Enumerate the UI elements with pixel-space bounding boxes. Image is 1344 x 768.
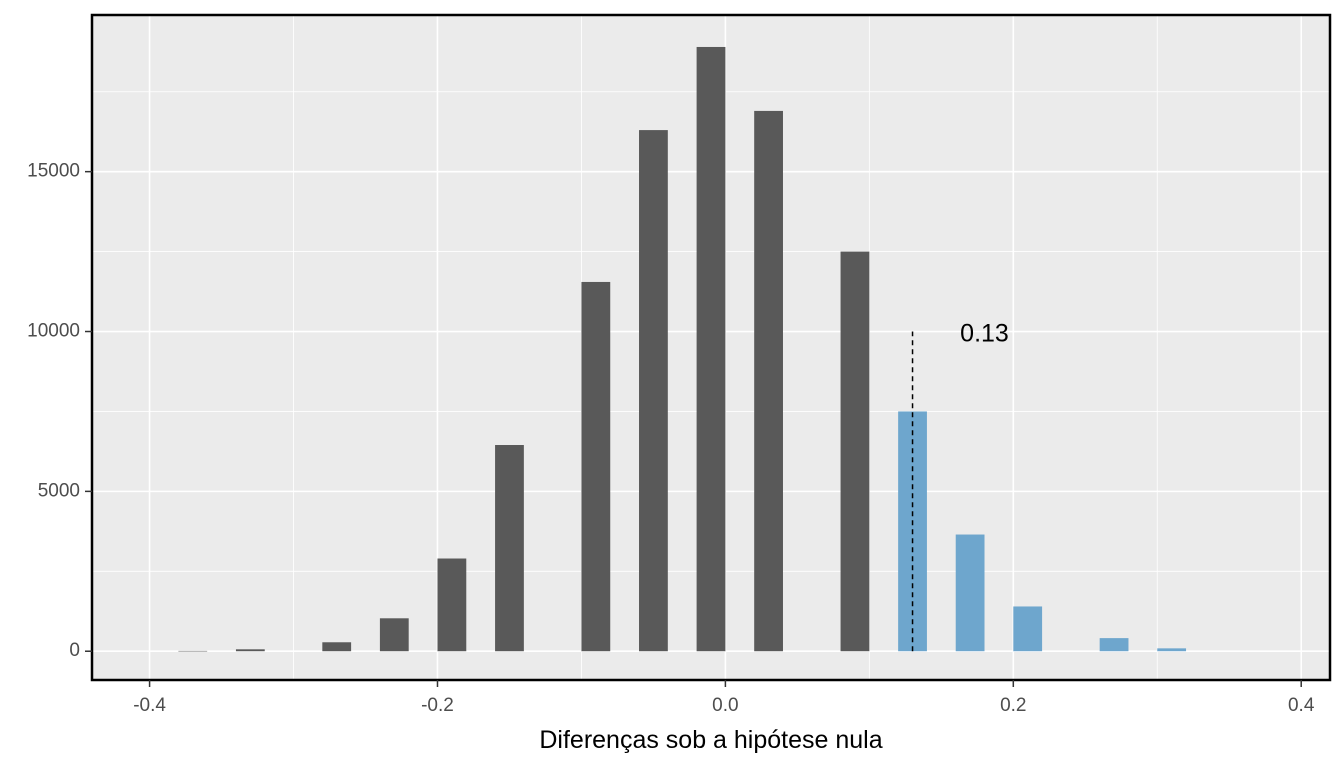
histogram-bar bbox=[1157, 648, 1187, 652]
histogram-bar bbox=[379, 618, 409, 652]
histogram-bar bbox=[437, 558, 467, 652]
x-tick-label: 0.4 bbox=[1288, 695, 1315, 716]
histogram-bar bbox=[581, 281, 611, 652]
y-tick-label: 0 bbox=[69, 640, 80, 661]
x-tick-label: 0.0 bbox=[712, 695, 738, 716]
annotations: 0.13 bbox=[911, 319, 1009, 652]
y-tick-label: 5000 bbox=[38, 480, 80, 501]
histogram-bar bbox=[178, 650, 208, 652]
observed-difference-label: 0.13 bbox=[960, 319, 1009, 347]
x-tick-label: 0.2 bbox=[1000, 695, 1026, 716]
histogram-bar bbox=[696, 46, 726, 652]
histogram-bar bbox=[639, 130, 668, 652]
plot-border bbox=[90, 13, 1332, 682]
histogram-bar bbox=[235, 649, 265, 652]
y-tick-label: 15000 bbox=[27, 161, 80, 182]
histogram-bar bbox=[840, 251, 870, 652]
x-tick-label: -0.2 bbox=[421, 695, 454, 716]
histogram-bar bbox=[1013, 606, 1043, 652]
x-axis: -0.4 -0.2 0.0 0.2 0.4 bbox=[133, 680, 1315, 716]
histogram-bar bbox=[495, 445, 524, 652]
histogram-bar bbox=[754, 110, 783, 652]
histogram-bar bbox=[322, 642, 352, 652]
y-axis: 0 5000 10000 15000 bbox=[27, 161, 92, 661]
histogram-bar bbox=[955, 534, 985, 652]
x-axis-title: Diferenças sob a hipótese nula bbox=[539, 726, 882, 754]
x-tick-label: -0.4 bbox=[133, 695, 166, 716]
histogram-bar bbox=[1099, 638, 1129, 652]
y-tick-label: 10000 bbox=[27, 321, 80, 342]
